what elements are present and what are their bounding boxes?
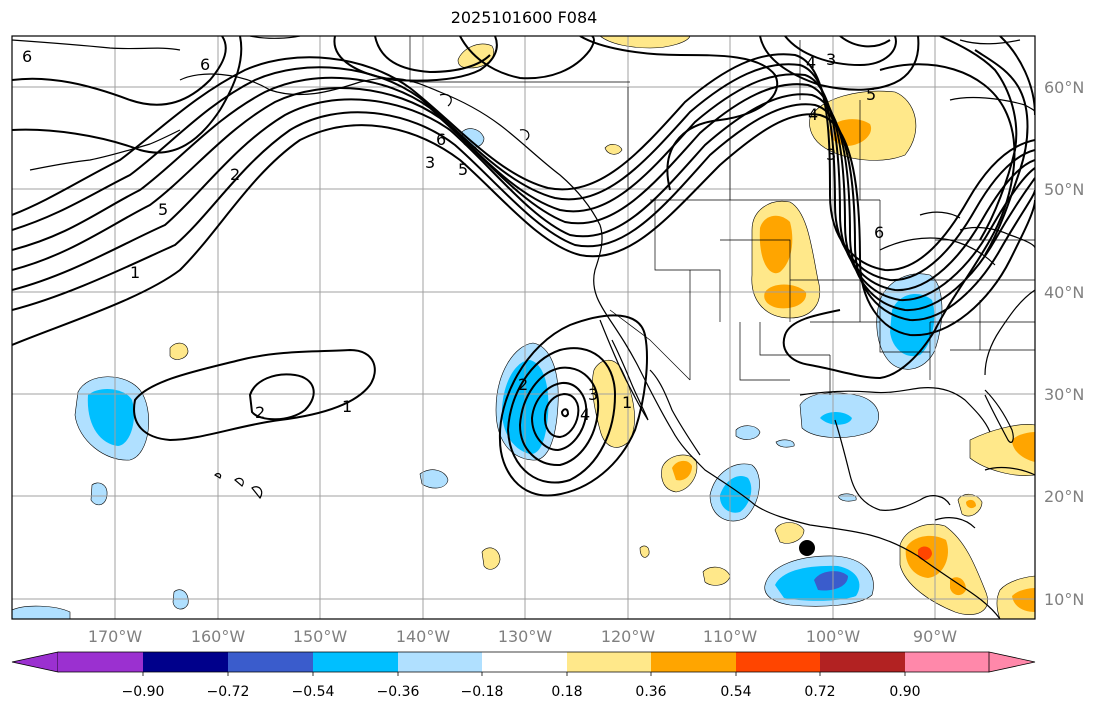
graticule [12,36,1035,619]
lon-label: 110°W [703,627,758,646]
contour-label: 3 [826,145,836,164]
colorbar-swatch [58,652,143,672]
colorbar-extend-high [988,651,1036,673]
colorbar-swatch [651,652,736,672]
contour-lines [12,36,1035,497]
colorbar-label: 0.54 [720,684,751,700]
contour-label: 3 [826,50,836,69]
lon-label: 170°W [88,627,143,646]
colorbar-swatch [313,652,398,672]
colorbar-swatch [228,652,313,672]
colorbar-swatch [398,652,482,672]
colorbar-label: −0.72 [207,684,250,700]
location-marker [799,540,815,556]
colorbar-swatch [905,652,989,672]
colorbar-swatch [820,652,905,672]
colorbar: −0.90 −0.72 −0.54 −0.36 −0.18 0.18 0.36 … [11,651,1036,700]
longitude-labels: 170°W 160°W 150°W 140°W 130°W 120°W 110°… [88,627,957,646]
colorbar-swatch [567,652,651,672]
contour-label: 2 [255,403,265,422]
colorbar-extend-low [11,651,59,673]
contour-label-group: 6 6 5 2 1 2 1 6 3 5 3 2 3 4 1 4 3 5 4 6 [22,47,884,424]
lat-label: 30°N [1044,385,1084,404]
contour-label: 1 [342,397,352,416]
contour-label: 5 [158,200,168,219]
lon-label: 140°W [396,627,451,646]
colorbar-label: 0.36 [635,684,666,700]
contour-label: 5 [866,85,876,104]
lon-label: 150°W [293,627,348,646]
colorbar-label: 0.72 [804,684,835,700]
contour-label: 4 [580,405,590,424]
lon-label: 120°W [601,627,656,646]
contour-label: 4 [806,53,816,72]
colorbar-label: −0.90 [122,684,165,700]
contour-label: 1 [622,393,632,412]
contour-label: 2 [230,165,240,184]
lat-label: 60°N [1044,78,1084,97]
contour-label: 6 [200,55,210,74]
contour-label: 3 [425,153,435,172]
latitude-labels: 60°N 50°N 40°N 30°N 20°N 10°N [1044,78,1084,609]
colorbar-label: −0.54 [292,684,335,700]
contour-label: 1 [130,263,140,282]
lon-label: 100°W [806,627,861,646]
lat-label: 10°N [1044,590,1084,609]
colorbar-label: −0.36 [377,684,420,700]
contour-label: 4 [808,105,818,124]
contour-label: 3 [588,385,598,404]
contour-label: 6 [436,130,446,149]
contour-label: 5 [458,160,468,179]
colorbar-label: −0.18 [461,684,504,700]
lat-label: 40°N [1044,283,1084,302]
contour-label: 2 [518,375,528,394]
lon-label: 160°W [191,627,246,646]
lat-label: 50°N [1044,180,1084,199]
colorbar-swatch [736,652,820,672]
colorbar-swatch [482,652,567,672]
contour-label: 6 [22,47,32,66]
lon-label: 130°W [498,627,553,646]
colorbar-label: 0.18 [551,684,582,700]
colorbar-swatch [143,652,228,672]
contour-label: 6 [874,223,884,242]
lat-label: 20°N [1044,487,1084,506]
lon-label: 90°W [913,627,957,646]
colorbar-label: 0.90 [889,684,920,700]
map-title: 2025101600 F084 [450,8,598,27]
map-frame [11,35,1036,620]
